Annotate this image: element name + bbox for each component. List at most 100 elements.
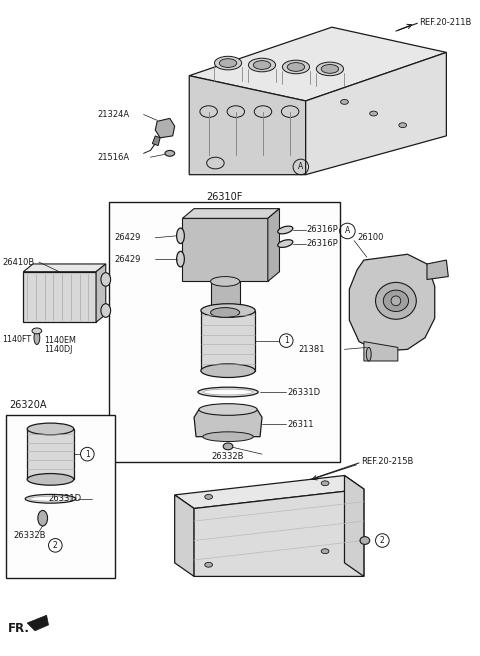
Text: 26100: 26100 [357, 234, 384, 242]
Polygon shape [427, 260, 448, 279]
Polygon shape [155, 118, 175, 138]
Ellipse shape [254, 106, 272, 117]
Text: 1: 1 [85, 449, 90, 459]
Polygon shape [211, 281, 240, 312]
Text: 26316P: 26316P [307, 226, 338, 234]
Ellipse shape [101, 273, 110, 286]
Bar [6, 415, 115, 579]
Ellipse shape [366, 348, 371, 361]
Ellipse shape [375, 282, 416, 319]
Ellipse shape [384, 290, 408, 312]
Ellipse shape [200, 106, 217, 117]
Polygon shape [345, 476, 364, 577]
Ellipse shape [27, 474, 74, 485]
Text: 26311: 26311 [287, 420, 314, 428]
Polygon shape [152, 136, 160, 146]
Ellipse shape [199, 403, 257, 415]
Ellipse shape [253, 60, 271, 70]
Text: 2: 2 [53, 541, 58, 550]
Polygon shape [27, 429, 74, 480]
Ellipse shape [165, 150, 175, 156]
Text: 26429: 26429 [115, 255, 141, 264]
Ellipse shape [205, 495, 213, 499]
Ellipse shape [282, 60, 310, 73]
Ellipse shape [29, 497, 72, 501]
Polygon shape [268, 209, 279, 281]
Text: 26429: 26429 [115, 234, 141, 242]
Text: 21324A: 21324A [97, 110, 129, 119]
Text: 21516A: 21516A [97, 153, 129, 162]
Ellipse shape [341, 100, 348, 104]
Ellipse shape [203, 389, 253, 395]
Ellipse shape [203, 432, 253, 441]
Polygon shape [201, 310, 255, 371]
Text: 2: 2 [380, 536, 384, 545]
Polygon shape [194, 409, 262, 437]
Text: REF.20-211B: REF.20-211B [419, 18, 471, 27]
Ellipse shape [201, 364, 255, 377]
Polygon shape [182, 218, 268, 281]
Ellipse shape [177, 251, 184, 267]
Bar [24, 272, 96, 322]
Ellipse shape [207, 157, 224, 169]
Ellipse shape [27, 423, 74, 435]
Text: 26316P: 26316P [307, 239, 338, 248]
Ellipse shape [321, 64, 339, 73]
Ellipse shape [219, 59, 237, 68]
Ellipse shape [281, 106, 299, 117]
Ellipse shape [211, 277, 240, 286]
Text: FR.: FR. [8, 623, 30, 635]
Text: 26332B: 26332B [13, 531, 46, 540]
Ellipse shape [249, 58, 276, 72]
Text: 1140EM: 1140EM [45, 336, 76, 345]
Ellipse shape [360, 537, 370, 544]
Text: 1: 1 [284, 336, 288, 345]
Ellipse shape [227, 106, 244, 117]
Polygon shape [194, 489, 364, 577]
Ellipse shape [205, 562, 213, 567]
Ellipse shape [215, 56, 241, 70]
Polygon shape [96, 264, 106, 322]
Polygon shape [24, 264, 106, 272]
Ellipse shape [399, 123, 407, 128]
Ellipse shape [278, 239, 293, 247]
Bar [108, 202, 340, 462]
Ellipse shape [321, 549, 329, 554]
Ellipse shape [211, 308, 240, 318]
Polygon shape [189, 27, 446, 101]
Text: 26332B: 26332B [212, 451, 244, 461]
Ellipse shape [34, 331, 40, 344]
Polygon shape [175, 495, 194, 577]
Ellipse shape [278, 226, 293, 234]
Ellipse shape [25, 495, 76, 503]
Text: 1140FT: 1140FT [2, 335, 31, 344]
Text: 26310F: 26310F [206, 192, 242, 202]
Ellipse shape [38, 510, 48, 526]
Ellipse shape [201, 304, 255, 318]
Ellipse shape [391, 296, 401, 306]
Ellipse shape [177, 228, 184, 243]
Polygon shape [349, 255, 435, 352]
Text: 26331D: 26331D [48, 494, 82, 503]
Ellipse shape [101, 304, 110, 318]
Polygon shape [306, 52, 446, 174]
Text: 1140DJ: 1140DJ [45, 345, 73, 354]
Ellipse shape [316, 62, 344, 75]
Text: 26331D: 26331D [287, 388, 320, 396]
Text: 26320A: 26320A [10, 400, 47, 411]
Polygon shape [364, 342, 398, 361]
Text: A: A [298, 163, 303, 171]
Ellipse shape [32, 328, 42, 334]
Text: REF.20-215B: REF.20-215B [361, 457, 413, 466]
Ellipse shape [370, 111, 377, 116]
Text: 26410B: 26410B [2, 258, 34, 266]
Polygon shape [27, 615, 48, 631]
Text: 21381: 21381 [299, 345, 325, 354]
Ellipse shape [321, 481, 329, 485]
Ellipse shape [198, 387, 258, 397]
Ellipse shape [223, 443, 233, 450]
Polygon shape [189, 75, 306, 174]
Ellipse shape [287, 62, 305, 72]
Text: A: A [345, 226, 350, 236]
Polygon shape [182, 209, 279, 218]
